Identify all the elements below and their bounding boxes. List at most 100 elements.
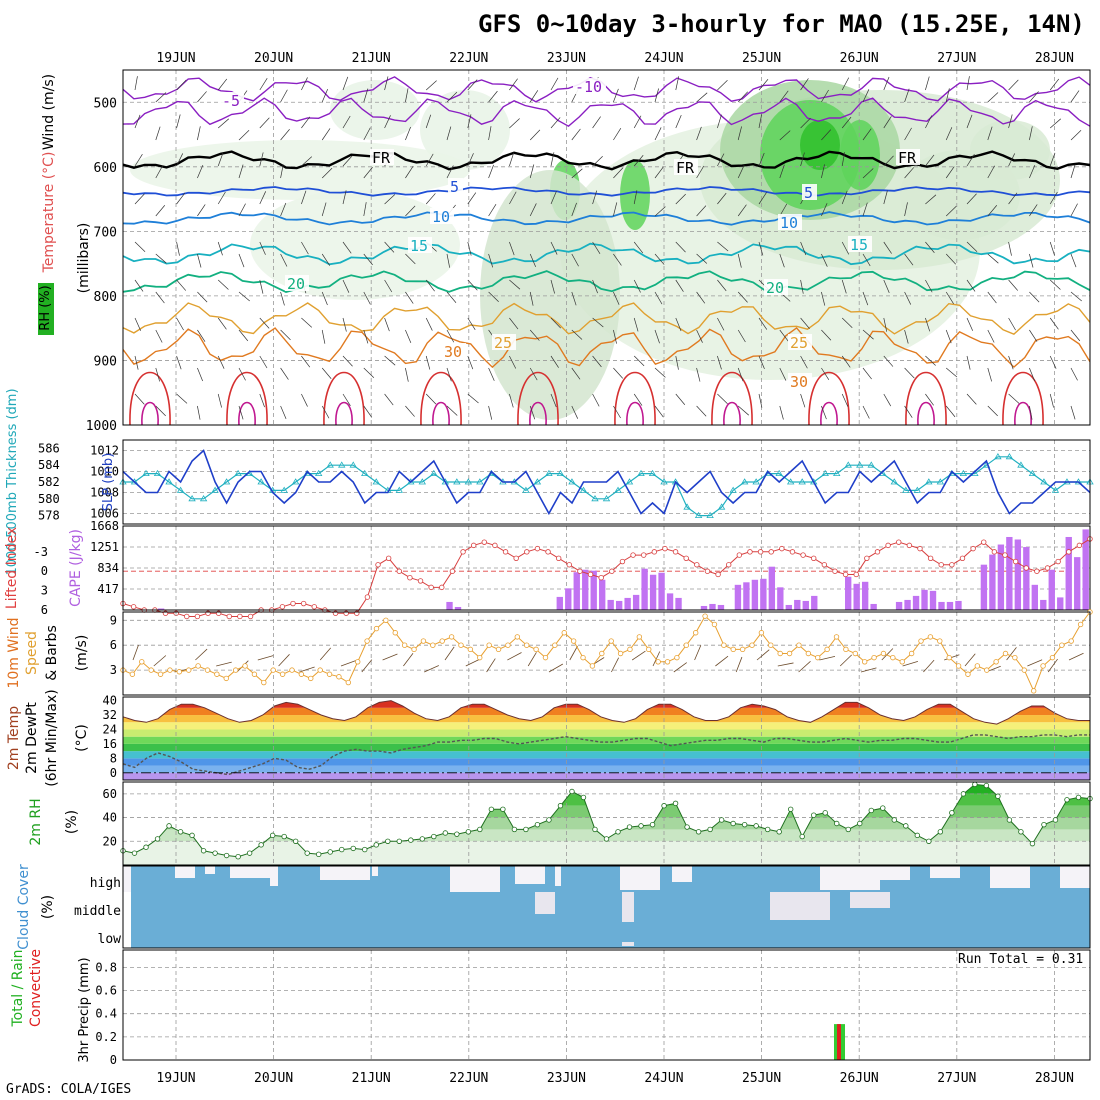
contour-label: 30 [444,343,462,361]
x-tick-label-top: 19JUN [156,51,195,66]
cloud-gap-middle [622,892,634,922]
x-tick-label-top: 25JUN [742,51,781,66]
wind-speed-marker [890,654,896,661]
wind-barb [301,317,313,328]
rh-marker [304,850,310,856]
thickness-marker [752,478,760,485]
wind-barb [342,355,353,367]
wind-barb [1070,164,1076,179]
wind-speed-marker [345,679,352,686]
cloud-axis-label: Cloud Cover [16,864,32,950]
rh-marker [396,838,402,844]
thickness-marker [314,469,323,477]
cape-bar [760,578,767,610]
lifted-index-marker [853,571,859,578]
wind-barb [384,355,396,366]
cloud-gap-low [622,942,634,946]
lifted-index-marker [449,568,456,574]
wind-barb [987,329,995,343]
wind-speed-marker [599,650,605,657]
wind-barb [217,118,229,129]
lifted-index-marker [555,555,562,562]
rh-marker [327,849,333,855]
wind-speed-marker [129,671,136,677]
wind-barb [134,76,138,91]
wind-barb [342,393,351,407]
rh-shading [800,120,840,170]
wind-speed-marker [946,654,952,661]
cape-bar [582,569,589,610]
rh-marker [143,844,149,850]
cape-tick-label: 417 [97,582,119,596]
rh-marker [292,838,299,844]
lifted-index-marker [800,552,806,558]
thickness-marker [833,469,841,477]
thickness-marker [694,511,703,518]
wind-barb [966,76,970,91]
wind-speed-marker [533,646,539,653]
thickness-marker [637,469,645,477]
wind-barb [800,78,809,91]
thickness-marker [913,486,922,493]
cloud-gap [175,866,195,878]
slp-line [122,449,1091,516]
wind-barb [1029,164,1036,179]
lifted-index-marker [396,568,402,574]
wind-barb [467,192,477,205]
wind-barb [217,317,227,330]
wind-speed-marker [1021,667,1027,673]
wind-barb [696,205,707,217]
lifted-index-marker [736,552,743,558]
temperature-contour-hot [420,371,462,426]
wind-barb [966,153,975,167]
wind-barb [217,78,228,91]
lifted-index-marker [874,549,881,555]
rh-marker [1018,829,1024,835]
surface-wind-barb [735,656,743,673]
wind-barb [134,279,144,292]
rh-marker [385,838,391,844]
surface-wind-barb [216,661,232,667]
rh-marker [914,832,921,839]
wind-barb [925,76,930,91]
wind-barb [987,126,993,141]
wind-barb [862,202,868,217]
wind-speed-marker [664,659,671,665]
contour-label: 25 [790,334,808,352]
surface-wind-barb [340,660,357,667]
x-tick-label-bottom: 21JUN [352,1071,391,1086]
wind-barb [592,241,601,255]
wind-barb [925,355,936,366]
wind-barb [217,355,225,369]
wind-barb [301,241,309,255]
wind-barb [779,90,789,103]
thickness-marker [280,486,288,493]
lifted-index-marker [715,571,721,578]
wind-barb [862,367,872,380]
wind-barb [966,355,971,370]
temp-color-band [123,772,1090,780]
wind-barb [280,129,290,141]
rh-tick-label: 20 [103,834,117,848]
wind-speed-marker [420,638,427,644]
rh-marker [891,817,897,823]
wind-speed-marker [833,634,840,640]
wind-barb [841,77,850,91]
wind-barb [446,405,458,416]
wind-speed-marker [552,642,558,648]
wind-speed-marker [289,667,295,673]
lifted-index-marker [779,545,785,552]
wind-speed-marker [139,659,145,665]
contour-label-bg [778,214,802,230]
x-tick-label-bottom: 22JUN [449,1071,488,1086]
cloud-gap [990,866,1030,888]
wind-barb [717,355,722,370]
dewpoint-line [122,734,1090,776]
lifted-index-marker [885,542,891,549]
wind-barb [1070,405,1076,420]
rh-marker [442,830,449,836]
wind-barb [737,367,744,382]
wind-barb [176,355,182,370]
wind-barb [259,77,268,91]
wind-speed-marker [148,667,154,673]
